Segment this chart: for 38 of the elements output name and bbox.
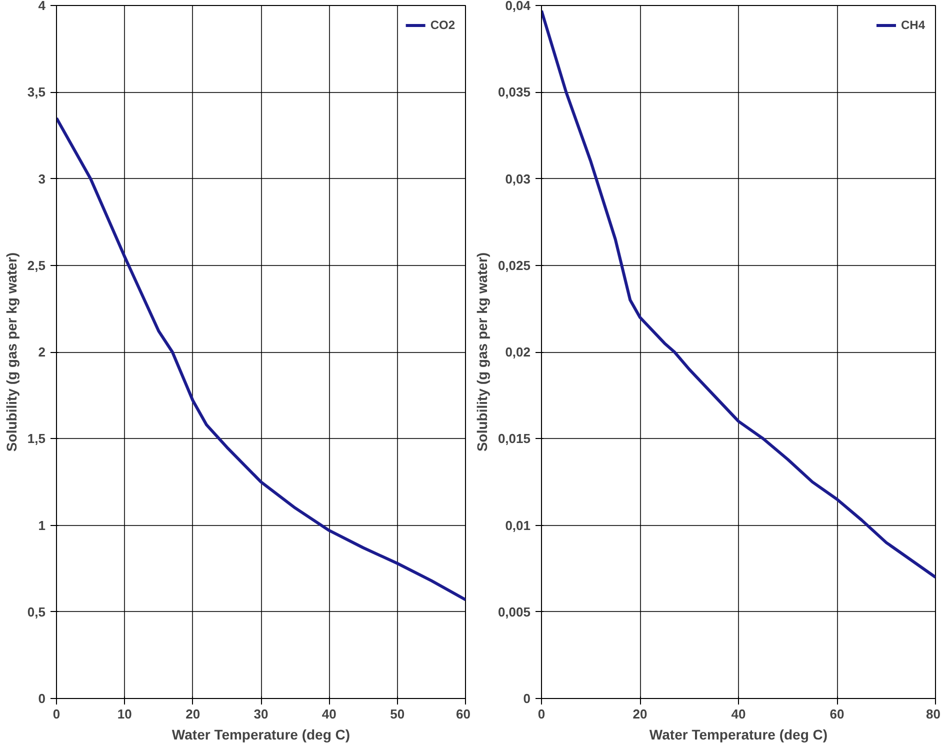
y-tick-label: 1,5 xyxy=(27,431,46,446)
y-tick-label: 0,035 xyxy=(498,84,531,100)
x-tick-label: 30 xyxy=(254,706,268,722)
x-tick-label: 80 xyxy=(926,706,941,722)
y-tick-label: 4 xyxy=(38,0,46,13)
x-tick-label: 40 xyxy=(322,706,336,722)
y-tick-label: 0,015 xyxy=(498,431,531,446)
y-tick-label: 0,005 xyxy=(498,604,531,620)
legend-label: CH4 xyxy=(900,18,925,32)
y-axis-title: Solubility (g gas per kg water) xyxy=(474,252,490,452)
x-tick-label: 40 xyxy=(731,706,746,722)
x-axis-title: Water Temperature (deg C) xyxy=(172,726,350,742)
y-axis-title: Solubility (g gas per kg water) xyxy=(3,252,20,452)
y-tick-label: 0,02 xyxy=(505,344,531,360)
y-tick-label: 0,025 xyxy=(498,258,531,273)
y-tick-label: 0 xyxy=(38,691,46,706)
y-tick-label: 0,03 xyxy=(505,171,531,186)
x-tick-label: 20 xyxy=(186,706,200,722)
x-tick-label: 60 xyxy=(456,706,471,722)
y-tick-label: 0,01 xyxy=(505,518,531,533)
line-series xyxy=(542,9,936,579)
legend-label: CO2 xyxy=(430,18,455,32)
x-tick-label: 60 xyxy=(830,706,844,722)
x-tick-label: 0 xyxy=(52,706,60,722)
x-tick-label: 50 xyxy=(390,706,405,722)
x-tick-label: 0 xyxy=(538,706,546,722)
y-tick-label: 2,5 xyxy=(27,258,46,273)
y-tick-label: 1 xyxy=(38,518,46,533)
x-tick-label: 10 xyxy=(117,706,132,722)
y-tick-label: 0,04 xyxy=(505,0,532,13)
line-series xyxy=(56,116,466,602)
y-tick-label: 3 xyxy=(38,171,46,186)
y-tick-label: 0 xyxy=(523,691,531,706)
y-tick-label: 0,5 xyxy=(27,604,46,620)
x-tick-label: 20 xyxy=(632,706,648,722)
y-tick-label: 3,5 xyxy=(27,84,46,100)
y-tick-label: 2 xyxy=(38,344,46,360)
x-axis-title: Water Temperature (deg C) xyxy=(649,726,828,742)
